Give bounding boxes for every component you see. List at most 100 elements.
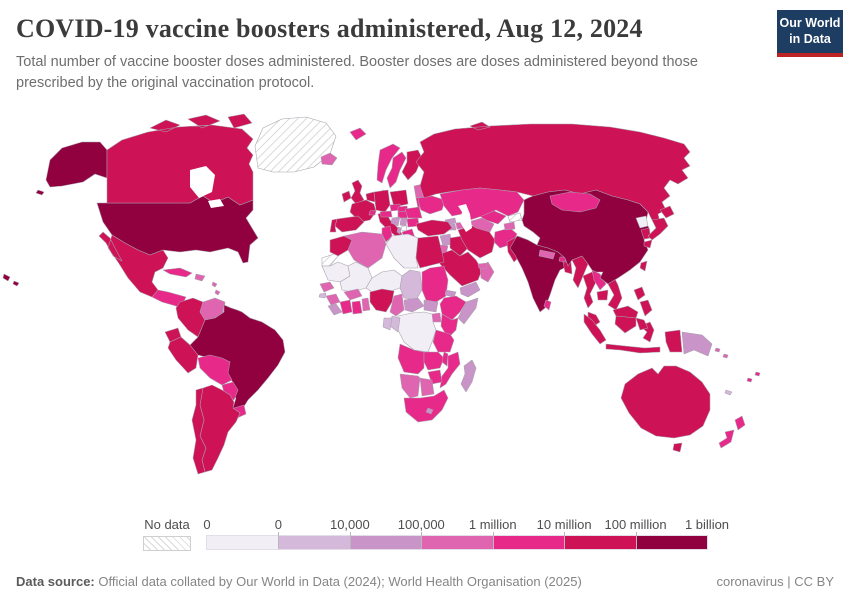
country-senegal[interactable]: Senegal [319, 281, 335, 293]
country-western-sahara[interactable]: Western Sahara [321, 253, 339, 267]
country-kenya[interactable]: Kenya [440, 313, 459, 339]
country-turkey[interactable]: Turkey [415, 219, 453, 237]
legend-segment-1[interactable] [278, 536, 350, 549]
country-sudan[interactable]: Sudan [421, 265, 449, 303]
country-uae[interactable]: United Arab Emirates [477, 262, 488, 270]
country-solomon-islands[interactable]: Solomon Islands [714, 347, 729, 359]
country-norway[interactable]: Norway [376, 143, 401, 184]
country-tanzania[interactable]: Tanzania [432, 329, 455, 353]
country-switzerland[interactable]: Switzerland [368, 209, 377, 216]
country-china[interactable]: China [521, 189, 651, 285]
country-mali[interactable]: Mali [339, 261, 373, 293]
country-svalbard[interactable]: Svalbard [349, 127, 367, 141]
legend-segment-3[interactable] [421, 536, 493, 549]
country-ethiopia[interactable]: Ethiopia [439, 295, 467, 321]
country-egypt[interactable]: Egypt [415, 235, 445, 269]
country-angola[interactable]: Angola [397, 343, 425, 375]
country-uganda[interactable]: Uganda [431, 312, 442, 323]
country-chad[interactable]: Chad [399, 269, 423, 301]
country-algeria[interactable]: Algeria [343, 231, 387, 269]
country-new-caledonia[interactable]: New Caledonia [724, 389, 733, 396]
legend-segment-2[interactable] [349, 536, 422, 549]
legend-segment-5[interactable] [564, 536, 636, 549]
legend-color-bar[interactable] [206, 532, 708, 550]
country-cambodia[interactable]: Cambodia [596, 289, 609, 301]
country-ivory-coast[interactable]: Cote d'Ivoire [339, 299, 353, 315]
country-caribbean[interactable]: Caribbean [211, 281, 221, 296]
country-laos[interactable]: Laos [591, 269, 607, 291]
country-sri-lanka[interactable]: Sri Lanka [543, 299, 552, 311]
country-eritrea[interactable]: Eritrea [444, 289, 457, 298]
country-finland[interactable]: Finland [401, 149, 423, 181]
legend-nodata[interactable]: No data [143, 517, 191, 551]
country-north-korea[interactable]: North Korea [635, 215, 649, 229]
country-philippines[interactable]: Philippines [633, 286, 653, 331]
country-kazakhstan[interactable]: Kazakhstan [439, 187, 525, 221]
legend-segment-0[interactable] [207, 536, 279, 549]
country-greenland[interactable]: Greenland [254, 116, 337, 173]
country-mexico[interactable]: Mexico [98, 231, 169, 298]
country-fiji[interactable]: Fiji [746, 371, 761, 383]
country-south-africa[interactable]: South Africa [403, 389, 449, 423]
country-botswana[interactable]: Botswana [419, 377, 435, 397]
country-burkina-faso[interactable]: Burkina Faso [343, 288, 363, 301]
legend-segment-6[interactable] [635, 536, 707, 549]
country-yemen[interactable]: Yemen [459, 281, 481, 298]
legend-segment-4[interactable] [492, 536, 565, 549]
country-mongolia[interactable]: Mongolia [549, 191, 601, 213]
country-mozambique[interactable]: Mozambique [439, 351, 461, 389]
country-canada[interactable]: Canada [106, 113, 254, 206]
country-chile[interactable]: Chile [191, 387, 207, 475]
country-turkmenistan[interactable]: Turkmenistan [467, 217, 495, 233]
country-south-sudan[interactable]: South Sudan [423, 299, 439, 313]
country-guinea-bissau[interactable]: Guinea-Bissau [318, 292, 327, 299]
country-iceland[interactable]: Iceland [320, 152, 338, 166]
country-kosovo[interactable]: Kosovo [400, 225, 408, 232]
country-portugal[interactable]: Portugal [329, 218, 338, 233]
country-namibia[interactable]: Namibia [399, 373, 421, 399]
country-taiwan[interactable]: Taiwan [639, 260, 648, 272]
country-indonesia[interactable]: Indonesia [583, 313, 683, 354]
country-morocco[interactable]: Morocco [329, 235, 353, 257]
country-libya[interactable]: Libya [385, 233, 419, 269]
country-spain[interactable]: Spain [334, 215, 365, 233]
country-central-african-republic[interactable]: Central African Republic [403, 297, 425, 313]
country-sweden[interactable]: Sweden [386, 151, 407, 189]
country-poland[interactable]: Poland [389, 189, 409, 208]
country-sierra-leone-liberia[interactable]: Sierra Leone and Liberia [327, 303, 343, 316]
country-japan[interactable]: Japan [643, 205, 675, 249]
country-dr-congo[interactable]: Democratic Republic of Congo [397, 311, 437, 353]
country-ghana[interactable]: Ghana [351, 300, 363, 315]
country-australia[interactable]: Australia [620, 365, 711, 453]
country-benelux[interactable]: Benelux [365, 191, 376, 203]
country-gabon[interactable]: Gabon [382, 317, 393, 331]
country-madagascar[interactable]: Madagascar [460, 359, 477, 393]
country-tunisia[interactable]: Tunisia [381, 225, 393, 243]
country-romania[interactable]: Romania [404, 206, 423, 219]
country-cuba[interactable]: Cuba [162, 267, 193, 278]
country-malawi[interactable]: Malawi [441, 351, 449, 367]
country-croatia-bosnia[interactable]: Croatia and Bosnia [390, 216, 401, 227]
country-nepal[interactable]: Nepal [538, 249, 556, 260]
country-ukraine[interactable]: Ukraine [417, 195, 446, 215]
license-note[interactable]: coronavirus | CC BY [716, 574, 834, 589]
owid-logo[interactable]: Our World in Data [777, 10, 843, 57]
country-guinea[interactable]: Guinea [325, 293, 341, 306]
country-germany[interactable]: Germany [373, 189, 391, 213]
country-tajikistan[interactable]: Tajikistan [503, 221, 516, 231]
country-albania[interactable]: Albania [396, 226, 402, 235]
country-new-zealand[interactable]: New Zealand [718, 415, 746, 449]
country-lesotho[interactable]: Lesotho [425, 407, 434, 415]
country-austria[interactable]: Austria [379, 210, 393, 218]
country-united-kingdom[interactable]: United Kingdom [350, 179, 365, 205]
country-niger[interactable]: Niger [365, 269, 403, 293]
country-papua-new-guinea[interactable]: Papua New Guinea [681, 331, 713, 357]
country-hispaniola[interactable]: Dominican Republic [194, 273, 206, 282]
legend-nodata-swatch[interactable] [143, 536, 191, 551]
country-cameroon[interactable]: Cameroon [389, 293, 405, 317]
country-zambia[interactable]: Zambia [423, 351, 445, 371]
country-togo-benin[interactable]: Togo and Benin [361, 297, 371, 312]
country-somalia[interactable]: Somalia [457, 297, 479, 325]
country-nigeria[interactable]: Nigeria [369, 288, 395, 313]
country-serbia[interactable]: Serbia [399, 217, 408, 227]
